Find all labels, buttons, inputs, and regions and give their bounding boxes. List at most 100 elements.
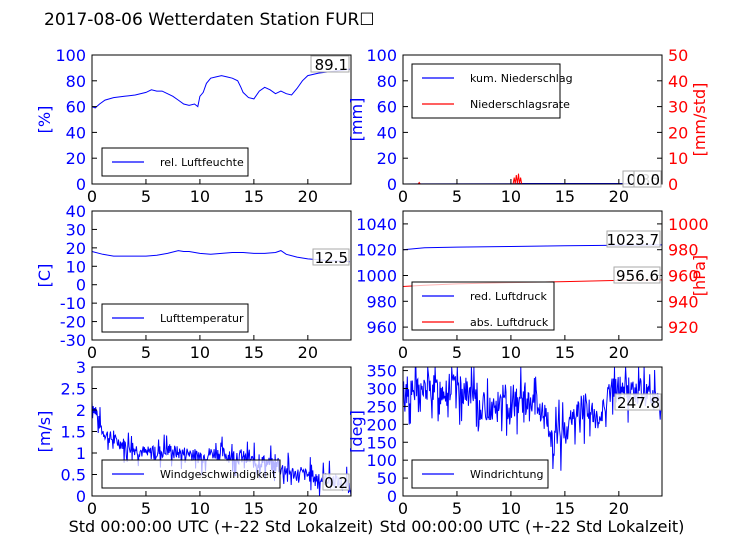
- value-box: [606, 230, 661, 248]
- value-box: [312, 248, 350, 266]
- y-tick-label: -20: [60, 313, 86, 332]
- x-tick-label: 20: [609, 187, 629, 206]
- y-tick-label: 100: [55, 46, 86, 65]
- y-tick-label-right: 1000: [668, 215, 709, 234]
- y-tick-label: 1.5: [61, 423, 86, 442]
- plot-frame: [402, 366, 663, 497]
- y-tick-label: 80: [377, 72, 397, 91]
- series-line-wind_dir: [402, 366, 663, 471]
- y-tick-label: 960: [366, 318, 397, 337]
- y-tick-label: 980: [366, 292, 397, 311]
- x-tick-label: 10: [501, 499, 521, 518]
- y-tick-label: 0: [387, 175, 397, 194]
- value-box: [633, 170, 662, 188]
- plot-frame: [402, 54, 663, 185]
- y-tick-label: 20: [66, 149, 86, 168]
- y-tick-label-right: 920: [668, 318, 699, 337]
- legend-label: abs. Luftdruck: [470, 316, 549, 329]
- y-tick-label: 40: [377, 123, 397, 142]
- y-tick-label: 100: [366, 46, 397, 65]
- x-axis-label: Std 00:00:00 UTC (+-22 Std Lokalzeit): [69, 517, 374, 536]
- x-tick-label: 5: [141, 499, 151, 518]
- chart-panel-wind_speed: 00.511.522.530 5 10 15 20[m/s]0.2Windgeschwi…: [35, 358, 352, 518]
- y-tick-label-right: 40: [668, 72, 688, 91]
- x-tick-label: 0: [398, 499, 408, 518]
- value-box: [613, 266, 661, 284]
- y-tick-label: 0.5: [61, 466, 86, 485]
- x-tick-label: 0: [398, 187, 408, 206]
- y-axis-label-right: [hPa]: [690, 255, 709, 296]
- y-tick-label: 250: [366, 397, 397, 416]
- x-tick-label: 5: [141, 187, 151, 206]
- x-tick-label: 15: [244, 187, 264, 206]
- y-tick-label: 40: [66, 123, 86, 142]
- y-tick-label: 0: [76, 276, 86, 295]
- x-tick-label: 0: [87, 343, 97, 362]
- value-annotation: 956.6: [616, 267, 659, 285]
- y-tick-label: 2.5: [61, 380, 86, 399]
- y-tick-label: 1: [76, 444, 86, 463]
- y-axis-label-right: [mm/std]: [690, 83, 709, 157]
- y-tick-label-right: 980: [668, 241, 699, 260]
- x-tick-label: 5: [452, 187, 462, 206]
- y-tick-label-right: 960: [668, 267, 699, 286]
- x-tick-label: 10: [190, 343, 210, 362]
- x-tick-label: 15: [555, 187, 575, 206]
- y-tick-label: 40: [66, 202, 86, 221]
- legend-label: Windrichtung: [470, 468, 543, 481]
- y-axis-label: [m/s]: [35, 411, 54, 453]
- x-tick-label: 20: [609, 499, 629, 518]
- y-tick-label: 0: [76, 175, 86, 194]
- y-tick-label: 2: [76, 401, 86, 420]
- x-tick-label: 20: [298, 187, 318, 206]
- y-tick-label: 60: [66, 98, 86, 117]
- x-tick-label: 15: [244, 343, 264, 362]
- y-tick-label: 1020: [356, 241, 397, 260]
- legend-label: kum. Niederschlag: [470, 72, 573, 85]
- x-tick-label: 20: [298, 343, 318, 362]
- x-tick-label: 10: [190, 187, 210, 206]
- y-tick-label-right: 10: [668, 149, 688, 168]
- x-tick-label: 0: [87, 187, 97, 206]
- y-tick-label: 200: [366, 415, 397, 434]
- value-annotation: 89.1: [315, 56, 348, 74]
- x-axis-label: Std 00:00:00 UTC (+-22 Std Lokalzeit): [380, 517, 685, 536]
- x-tick-label: 5: [452, 499, 462, 518]
- x-tick-label: 20: [298, 499, 318, 518]
- value-annotation: 0.0: [636, 171, 660, 189]
- y-tick-label: 20: [377, 149, 397, 168]
- legend-label: Lufttemperatur: [160, 312, 244, 325]
- y-tick-label: 80: [66, 72, 86, 91]
- y-tick-label-right: 50: [668, 46, 688, 65]
- y-tick-label: 30: [66, 220, 86, 239]
- value-box: [322, 473, 350, 491]
- y-tick-label: 20: [66, 239, 86, 258]
- y-tick-label: 0: [387, 487, 397, 506]
- series-line-temperature: [91, 250, 350, 263]
- legend-label: red. Luftdruck: [470, 290, 547, 303]
- x-tick-label: 0: [87, 499, 97, 518]
- y-tick-label: 100: [366, 451, 397, 470]
- y-tick-label: 3: [76, 358, 86, 377]
- y-tick-label: 0: [76, 487, 86, 506]
- value-annotation: 1023.7: [607, 231, 660, 249]
- legend-box: [411, 63, 561, 119]
- y-tick-label: 300: [366, 380, 397, 399]
- figure-title: 2017-08-06 Wetterdaten Station FUR☐: [44, 10, 375, 30]
- legend-label: rel. Luftfeuchte: [160, 156, 244, 169]
- y-tick-label: 1000: [356, 267, 397, 286]
- x-tick-label: 15: [555, 343, 575, 362]
- value-box: [310, 55, 350, 73]
- y-tick-label: 350: [366, 362, 397, 381]
- y-axis-label: [C]: [35, 264, 54, 288]
- y-tick-label: 10: [66, 257, 86, 276]
- y-tick-label-right: 940: [668, 292, 699, 311]
- y-axis-label: [mm]: [347, 98, 366, 142]
- value-annotation: 247.8: [617, 394, 660, 412]
- value-box: [614, 393, 662, 411]
- x-tick-label: 15: [555, 499, 575, 518]
- x-tick-label: 15: [244, 499, 264, 518]
